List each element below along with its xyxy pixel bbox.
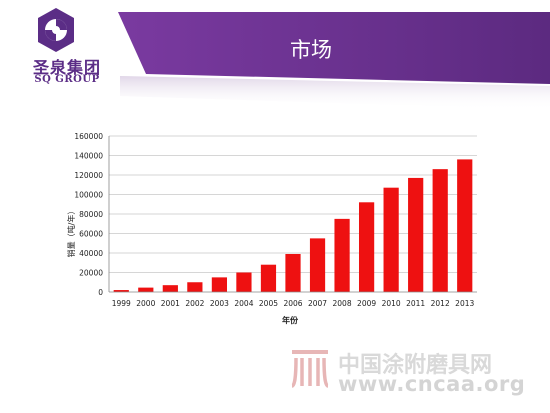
y-axis-label: 销量（吨/年）	[66, 207, 76, 258]
bar-2001	[162, 285, 178, 292]
bar-2006	[285, 253, 301, 292]
x-tick-label: 1999	[112, 299, 131, 308]
bar-2005	[260, 264, 277, 292]
header-banner	[118, 12, 550, 110]
x-tick-label: 2005	[259, 299, 278, 308]
brand-logo-icon	[38, 8, 74, 52]
x-tick-label: 2008	[333, 299, 352, 308]
x-tick-label: 2013	[455, 299, 474, 308]
y-tick-label: 100000	[74, 191, 103, 200]
y-tick-label: 60000	[79, 230, 103, 239]
x-tick-label: 2002	[185, 299, 204, 308]
x-tick-label: 2003	[210, 299, 229, 308]
y-tick-label: 80000	[79, 210, 103, 219]
x-tick-label: 2009	[357, 299, 376, 308]
y-tick-label: 0	[98, 288, 103, 297]
x-tick-label: 2007	[308, 299, 327, 308]
x-tick-label: 2010	[382, 299, 401, 308]
y-tick-label: 120000	[74, 171, 103, 180]
x-tick-label: 2000	[136, 299, 155, 308]
bar-2010	[383, 187, 399, 292]
bar-2012	[432, 169, 448, 292]
y-tick-label: 160000	[74, 132, 103, 141]
y-tick-label: 40000	[79, 249, 103, 258]
y-tick-label: 20000	[79, 269, 103, 278]
watermark-logo-icon	[291, 350, 329, 388]
bar-2008	[334, 218, 350, 292]
brand-name-en: SQ GROUP	[34, 74, 100, 85]
bar-2002	[187, 282, 203, 292]
x-tick-label: 2012	[431, 299, 450, 308]
x-tick-label: 2006	[283, 299, 302, 308]
x-tick-label: 2001	[161, 299, 180, 308]
watermark-url[interactable]: www.cncaa.org	[338, 372, 526, 396]
bar-2011	[408, 177, 424, 292]
y-tick-label: 140000	[74, 152, 103, 161]
bar-2000	[138, 287, 154, 292]
brand-name-cn: 圣泉集团	[32, 58, 101, 77]
x-axis-label: 年份	[282, 315, 299, 325]
bar-1999	[113, 290, 129, 292]
bar-2007	[309, 238, 326, 292]
bar-2003	[211, 277, 228, 292]
slide-title: 市场	[290, 38, 332, 62]
x-tick-label: 2011	[406, 299, 425, 308]
bar-2009	[358, 202, 375, 292]
bar-2013	[457, 159, 473, 292]
x-tick-label: 2004	[234, 299, 253, 308]
bar-2004	[236, 272, 252, 292]
watermark-site-name: 中国涂附磨具网	[338, 353, 493, 378]
